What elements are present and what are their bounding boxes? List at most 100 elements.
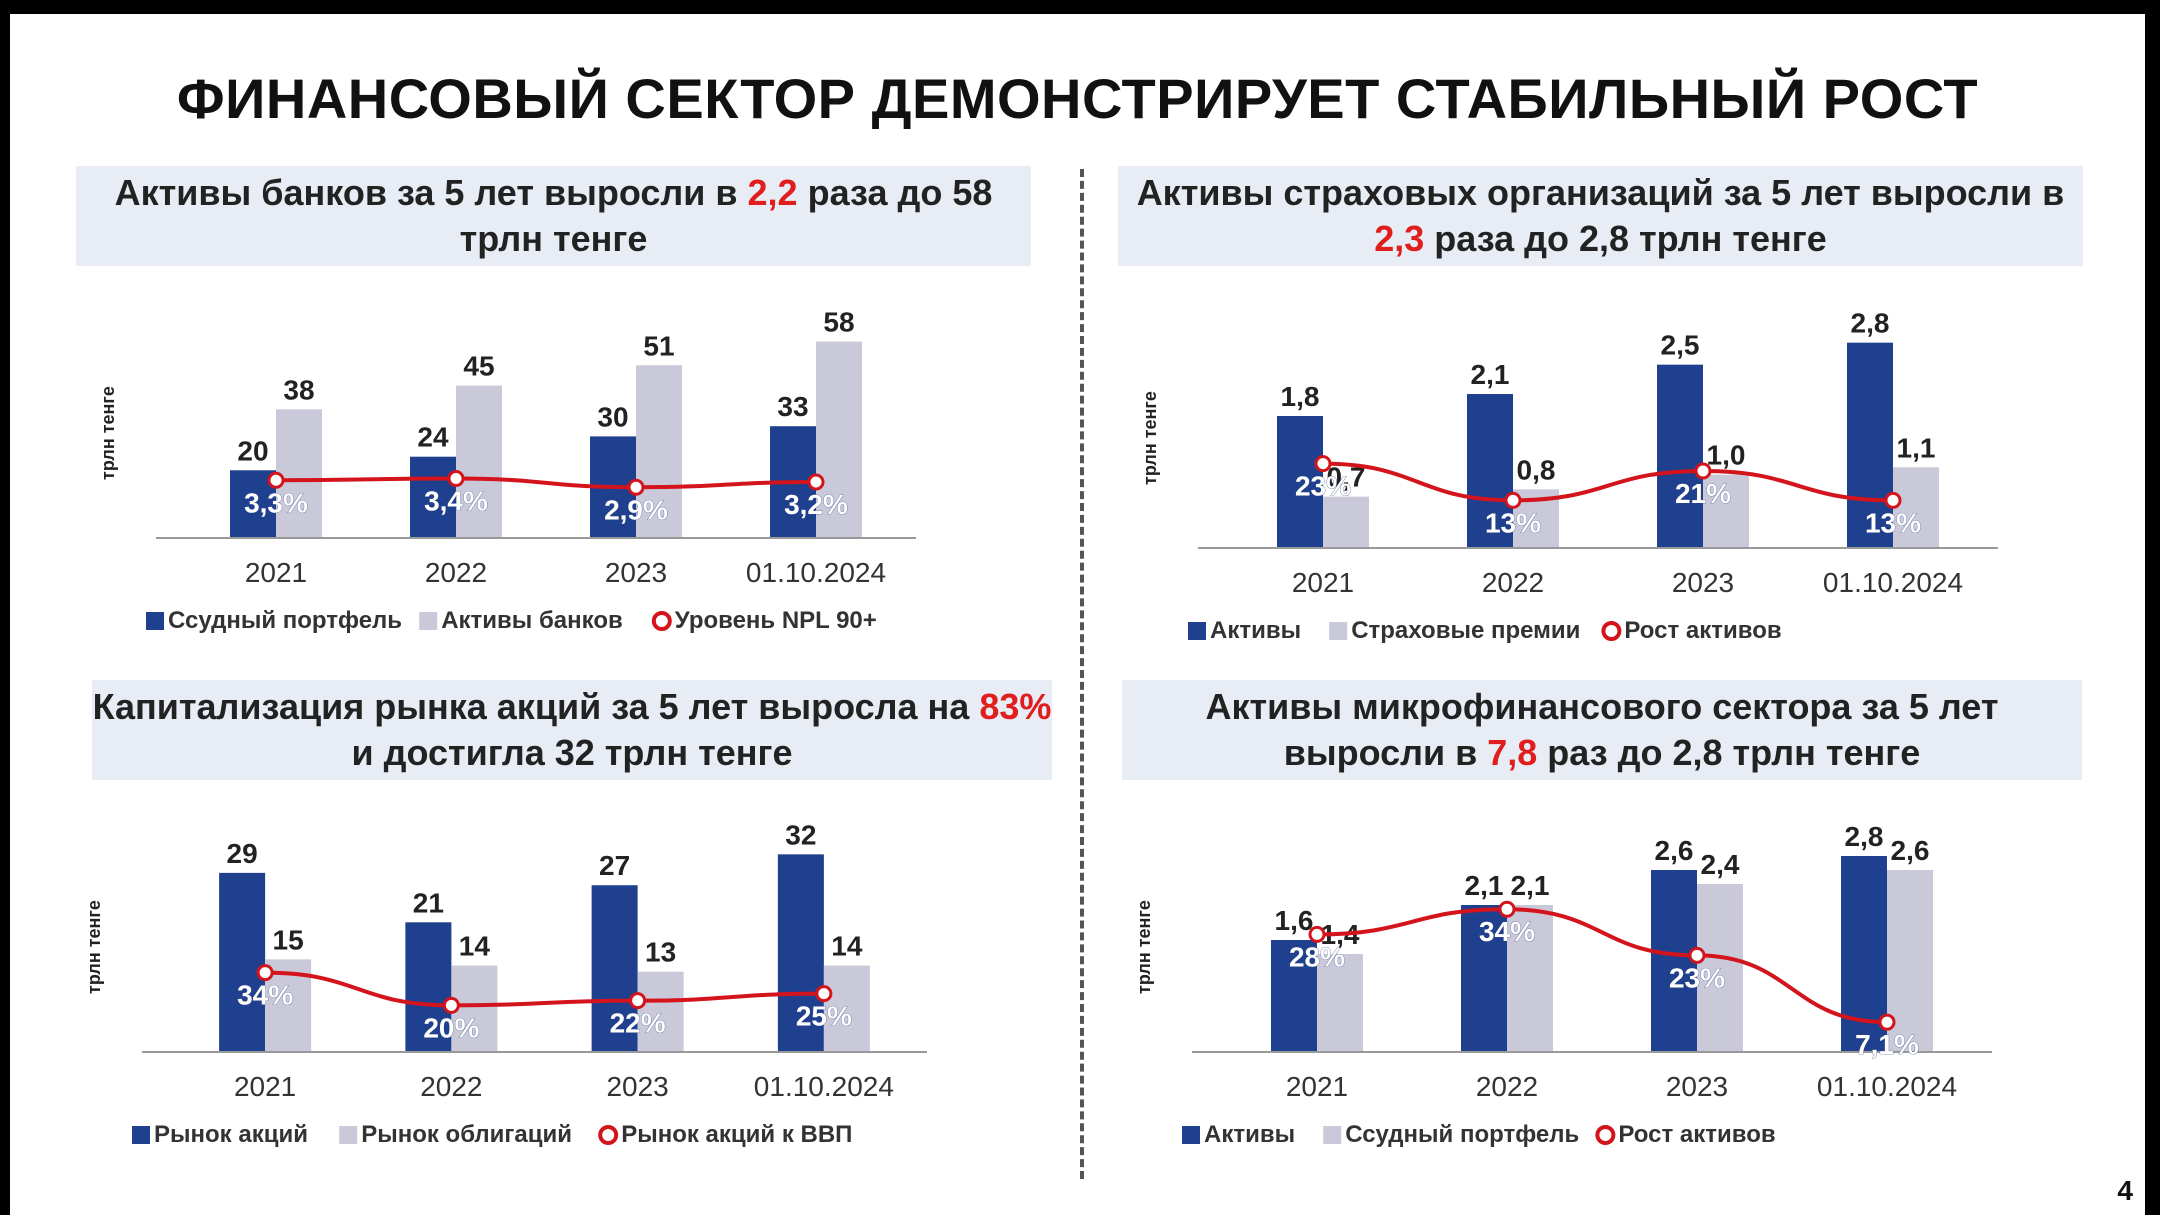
bar-value-label: 1,1	[1897, 432, 1936, 463]
series-line	[1316, 907, 1888, 1025]
bar-value-label: 38	[283, 374, 314, 405]
line-point	[1308, 925, 1326, 943]
legend-marker	[598, 1125, 619, 1145]
bar-secondary	[1697, 884, 1743, 1052]
legend-label: Активы	[1210, 617, 1301, 644]
y-axis-label: трлн тенге	[1140, 391, 1160, 485]
line-value-label: 23%	[1295, 471, 1351, 502]
title-text: и достигла 32 трлн тенге	[351, 732, 793, 773]
line-point	[1878, 1013, 1896, 1031]
title-highlight: 7,8	[1487, 732, 1538, 773]
bar-secondary	[1507, 905, 1553, 1052]
panel-divider	[1080, 169, 1084, 1179]
bar-value-label: 14	[459, 931, 491, 962]
line-point	[1694, 462, 1712, 480]
legend-label: Активы	[1204, 1121, 1295, 1148]
x-tick-label: 01.10.2024	[754, 1071, 894, 1102]
legend-swatch	[132, 1126, 150, 1144]
title-text: раз до 2,8 трлн тенге	[1537, 732, 1921, 773]
legend-swatch	[1182, 1126, 1200, 1144]
x-tick-label: 01.10.2024	[1823, 567, 1963, 598]
page-title: ФИНАНСОВЫЙ СЕКТОР ДЕМОНСТРИРУЕТ СТАБИЛЬН…	[176, 67, 1979, 130]
bar-secondary	[1703, 474, 1749, 548]
title-text: Активы микрофинансового сектора за 5 лет…	[1205, 686, 1999, 773]
x-tick-label: 2023	[605, 557, 667, 588]
panel-title: Активы микрофинансового сектора за 5 лет…	[1122, 680, 2082, 780]
line-point	[807, 473, 825, 491]
chart-svg: трлн тенге 20 38 2021 24 45 2022 30 51 2023 33 58 01…	[98, 307, 916, 634]
legend-label: Страховые премии	[1351, 617, 1580, 644]
line-value-label: 25%	[796, 1001, 852, 1032]
chart-svg: трлн тенге 1,80,720212,10,820222,51,02023…	[1140, 308, 1998, 644]
legend-swatch	[339, 1126, 358, 1144]
x-tick-label: 2021	[234, 1071, 296, 1102]
line-point	[1688, 946, 1706, 964]
line-value-label: 3,4%	[424, 486, 488, 517]
x-tick-label: 2021	[1292, 567, 1354, 598]
bar-value-label: 15	[273, 924, 304, 955]
x-tick-label: 01.10.2024	[1817, 1071, 1957, 1102]
line-value-label: 13%	[1485, 507, 1541, 538]
line-value-label: 34%	[1479, 916, 1535, 947]
bar-value-label: 2,1	[1471, 359, 1510, 390]
bar-primary	[219, 872, 266, 1052]
title-highlight: 83%	[979, 686, 1052, 727]
bar-secondary	[1893, 467, 1939, 548]
panel-title: Капитализация рынка акций за 5 лет вырос…	[92, 680, 1052, 780]
y-axis-label: трлн тенге	[1134, 900, 1154, 994]
line-value-label: 7,1%	[1855, 1029, 1919, 1060]
x-tick-label: 2023	[1666, 1071, 1728, 1102]
legend-label: Рост активов	[1618, 1121, 1775, 1148]
bar-value-label: 20	[237, 435, 268, 466]
panel-title: Активы банков за 5 лет выросли в 2,2 раз…	[76, 166, 1031, 266]
legend-marker	[1595, 1125, 1616, 1145]
line-value-label: 20%	[423, 1012, 479, 1043]
bar-primary	[405, 922, 452, 1052]
legend-marker	[1601, 621, 1622, 641]
line-value-label: 3,3%	[244, 487, 308, 518]
title-highlight: 2,3	[1374, 218, 1425, 259]
line-value-label: 28%	[1289, 941, 1345, 972]
line-point	[1884, 491, 1902, 509]
legend-swatch	[419, 612, 438, 630]
bar-secondary	[637, 971, 684, 1052]
bar-value-label: 1,6	[1275, 905, 1314, 936]
bar-primary	[777, 854, 824, 1052]
bar-primary	[1467, 394, 1513, 548]
bar-value-label: 21	[413, 887, 444, 918]
line-value-label: 3,2%	[784, 489, 848, 520]
bar-value-label: 13	[645, 937, 676, 968]
legend-label: Ссудный портфель	[168, 607, 402, 634]
bar-value-label: 14	[831, 931, 863, 962]
bar-primary	[1277, 416, 1323, 548]
series-line	[275, 476, 817, 490]
line-point	[442, 996, 460, 1014]
bar-primary	[591, 885, 638, 1052]
bar-secondary	[636, 365, 682, 538]
line-point	[1504, 491, 1522, 509]
line-point	[256, 964, 274, 982]
line-point	[1314, 455, 1332, 473]
bar-value-label: 58	[823, 307, 854, 338]
bar-value-label: 2,5	[1661, 330, 1700, 361]
bar-value-label: 27	[599, 850, 630, 881]
y-axis-label: трлн тенге	[98, 386, 118, 480]
title-text: раза до 58 трлн тенге	[459, 172, 993, 259]
line-value-label: 21%	[1675, 478, 1731, 509]
bar-value-label: 2,8	[1851, 308, 1890, 339]
legend-label: Рынок акций к ВВП	[621, 1121, 852, 1148]
line-point	[629, 992, 647, 1010]
legend-label: Активы банков	[441, 607, 623, 634]
bar-primary	[1461, 905, 1507, 1052]
x-tick-label: 2023	[1672, 567, 1734, 598]
bar-value-label: 2,8	[1845, 821, 1884, 852]
bar-secondary	[1317, 954, 1363, 1052]
slide: ФИНАНСОВЫЙ СЕКТОР ДЕМОНСТРИРУЕТ СТАБИЛЬН…	[10, 14, 2145, 1215]
legend-label: Ссудный портфель	[1345, 1121, 1579, 1148]
legend-swatch	[1188, 622, 1206, 640]
legend-label: Рынок акций	[154, 1121, 308, 1148]
line-point	[815, 985, 833, 1003]
bar-secondary	[1323, 496, 1369, 548]
bar-value-label: 24	[417, 422, 449, 453]
